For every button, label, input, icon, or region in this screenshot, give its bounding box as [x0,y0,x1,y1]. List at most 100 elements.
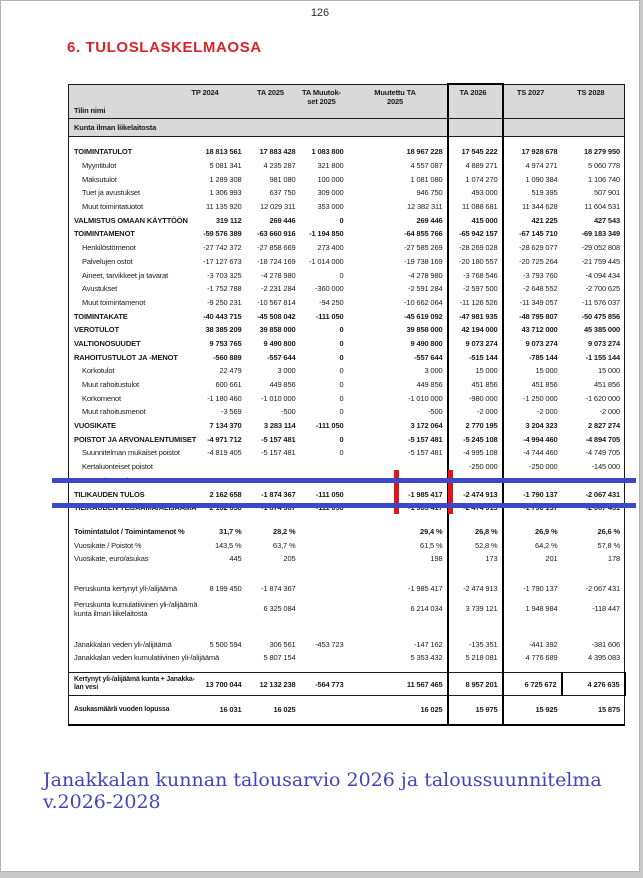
column-header: Muutettu TA 2025 [347,84,448,119]
cell-value [300,651,348,665]
cell-value: 4 235 287 [263,161,296,171]
blue-highlight-line-top [52,478,636,483]
cell-value: 6 725 672 [502,672,562,697]
cell-value [502,118,562,137]
cell-value [168,118,246,137]
cell-value [561,118,625,137]
cell-value: -28 629 077 [519,243,558,253]
cell-value [446,514,504,525]
table-row: VALTIONOSUUDET 9 753 765 9 490 800 0 9 490 8… [69,336,625,351]
cell-value: -1 752 788 [207,284,242,294]
table-row: RAHOITUSTULOT JA -MENOT -560 889 -557 644 0… [69,350,625,364]
income-statement-table: Tilin nimi TP 2024 TA 2025 TA Muutok-set 2… [68,83,626,726]
cell-value: 64,2 % [535,540,558,550]
cell-value [446,664,504,673]
cell-value: 1 083 800 [311,147,344,157]
cell-value: -500 [281,407,296,417]
row-label: Palvelujen ostot [82,256,133,266]
column-header-account-name: Tilin nimi [68,84,169,119]
cell-value [246,566,300,582]
row-label: Janakkalan veden yli-/alijäämä [74,639,172,649]
cell-value: -5 245 108 [446,432,504,447]
cell-value: 178 [607,554,620,564]
cell-value [299,695,348,726]
cell-value: 0 [339,215,344,225]
cell-value: 9 490 800 [263,338,296,348]
cell-value: -1 790 137 [523,503,558,513]
cell-value: 26,8 % [446,524,504,539]
cell-value: 451 856 [593,380,620,390]
table-row: TILIKAUDEN YLIJÄÄMÄ/ALIJÄÄMÄ 2 162 658 -1 … [69,500,625,515]
cell-value: -19 738 169 [404,256,443,266]
cell-value: -2 000 [599,407,621,417]
cell-value [562,665,625,673]
cell-value: 445 [229,554,242,564]
cell-value: -118 447 [592,604,620,614]
cell-value: 100 000 [317,174,344,184]
cell-value: -1 985 417 [408,489,443,499]
cell-value [246,136,300,145]
cell-value [348,515,448,525]
row-label: TOIMINTAKATE [74,311,128,321]
cell-value: -2 000 [446,405,504,419]
column-header: TA 2026 [446,83,504,119]
cell-value: 11 088 681 [446,199,504,214]
cell-value: 309 000 [317,188,344,198]
cell-value: 0 [339,352,344,362]
table-header-row: Tilin nimi TP 2024 TA 2025 TA Muutok-set 2… [68,83,625,119]
cell-value [300,566,348,582]
cell-value: -4 094 434 [585,270,621,280]
table-row: VEROTULOT 38 385 209 39 858 000 0 39 858 000… [69,322,625,337]
table-row: Korkomenot -1 180 460 -1 010 000 0 -1 010 00… [69,391,625,406]
cell-value: -40 443 715 [203,311,242,321]
table-row: Maksutulot 1 289 308 981 080 100 000 1 081 0… [69,172,625,187]
table-row: TOIMINTAMENOT -59 576 389 -63 660 916 -1 19… [69,227,625,241]
cell-value [300,460,348,474]
row-label: Asukasmäärä vuoden lopussa [68,695,169,726]
row-label [69,566,169,582]
cell-value: -28 269 028 [446,240,504,255]
row-label: Avustukset [82,284,118,294]
cell-value [503,665,562,673]
cell-value: -250 000 [529,462,558,472]
cell-value: 0 [339,448,344,458]
cell-value [245,118,300,137]
cell-value: -45 619 092 [404,311,443,321]
cell-value [299,118,348,137]
cell-value: 15 000 [597,366,620,376]
cell-value: 18 279 950 [583,147,620,157]
cell-value: 15 975 [446,695,504,726]
cell-value: -1 180 460 [207,393,242,403]
cell-value: 3 204 323 [525,421,558,431]
cell-value: 6 214 034 [410,604,443,614]
cell-value: 2 162 658 [209,489,242,499]
cell-value: 415 000 [446,213,504,228]
cell-value: 0 [339,393,344,403]
cell-value: -65 942 157 [446,227,504,241]
cell-value: -564 773 [299,672,348,697]
cell-value: 3 283 114 [263,421,296,431]
table-row: VALMISTUS OMAAN KÄYTTÖÖN 319 112 269 446 0 2… [69,213,625,228]
cell-value: 1 106 740 [587,174,620,184]
cell-value: 3 739 121 [446,595,504,623]
cell-value: -3 569 [221,407,242,417]
cell-value: 5 353 432 [410,653,443,663]
blue-highlight-line-bottom [52,503,636,508]
cell-value: 3 000 [277,366,296,376]
page-number: 126 [310,7,330,19]
row-label: Korkomenot [82,393,121,403]
cell-value [562,515,625,525]
cell-value: 15 875 [561,695,625,726]
cell-value [348,622,448,637]
cell-value: -2 000 [537,407,558,417]
cell-value [503,622,562,637]
cell-value: -64 855 766 [404,229,443,239]
cell-value [446,136,504,145]
cell-value: 321 800 [317,161,344,171]
cell-value: 9 753 765 [209,338,242,348]
cell-value: 493 000 [446,186,504,200]
cell-value: -135 351 [446,637,504,651]
cell-value: -515 144 [446,350,504,364]
cell-value: 42 194 000 [446,322,504,337]
table-row: Asukasmäärä vuoden lopussa 16 031 16 025 16… [68,695,625,726]
